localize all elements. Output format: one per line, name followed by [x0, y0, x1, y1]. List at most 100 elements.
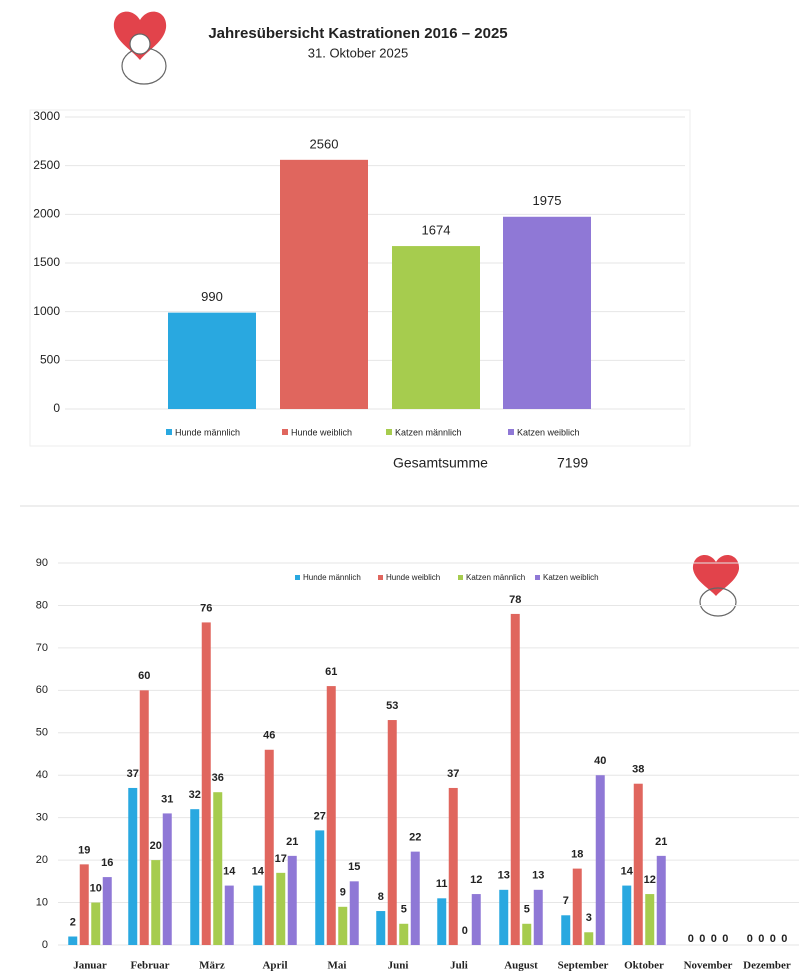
- legend-marker: [166, 429, 172, 435]
- logo: [692, 554, 740, 617]
- bar: [376, 911, 386, 945]
- chart-frame: [29, 109, 691, 447]
- bar: [280, 159, 368, 409]
- bar: [315, 830, 325, 945]
- bar: [399, 923, 409, 945]
- bar: [213, 792, 223, 945]
- x-tick-label: Dezember: [743, 960, 791, 972]
- bar: [349, 881, 359, 945]
- data-label: 21: [286, 836, 298, 848]
- data-label: 22: [409, 832, 421, 844]
- bar: [503, 216, 591, 409]
- bar: [437, 898, 447, 945]
- data-label: 2: [70, 916, 76, 928]
- legend-label: Katzen männlich: [395, 427, 462, 437]
- data-label: 31: [161, 793, 173, 805]
- data-label: 12: [470, 874, 482, 886]
- bar: [326, 686, 336, 945]
- x-tick-label: Juni: [388, 960, 409, 972]
- y-tick-label: 2000: [33, 207, 60, 221]
- data-label: 76: [200, 602, 212, 614]
- y-tick-label: 50: [36, 727, 48, 739]
- data-label: 0: [699, 933, 705, 945]
- subtitle: 31. Oktober 2025: [308, 45, 408, 60]
- data-label: 53: [386, 700, 398, 712]
- bar: [201, 622, 211, 945]
- data-label: 0: [711, 933, 717, 945]
- data-label: 21: [655, 836, 667, 848]
- bar: [190, 809, 200, 945]
- bar: [91, 902, 101, 945]
- data-label: 37: [127, 768, 139, 780]
- bar: [561, 915, 571, 945]
- legend-label: Hunde männlich: [175, 427, 240, 437]
- y-tick-label: 1500: [33, 255, 60, 269]
- bar: [128, 787, 138, 945]
- total-value: 7199: [557, 455, 588, 471]
- legend-marker: [508, 429, 514, 435]
- data-label: 16: [101, 857, 113, 869]
- data-label: 0: [722, 933, 728, 945]
- data-label: 1975: [533, 193, 562, 208]
- bar: [102, 877, 112, 945]
- bar: [448, 787, 458, 945]
- data-label: 13: [498, 870, 510, 882]
- bar: [287, 855, 297, 945]
- x-tick-label: August: [504, 960, 538, 972]
- bar: [68, 936, 78, 945]
- legend-marker: [535, 575, 540, 580]
- x-tick-label: April: [262, 960, 287, 972]
- bar: [410, 851, 420, 945]
- bar: [253, 885, 263, 945]
- bar: [139, 690, 149, 945]
- data-label: 13: [532, 870, 544, 882]
- y-tick-label: 80: [36, 599, 48, 611]
- x-tick-label: Mai: [328, 960, 347, 972]
- data-label: 10: [90, 882, 102, 894]
- data-label: 1674: [422, 223, 451, 238]
- data-label: 18: [571, 849, 583, 861]
- y-tick-label: 0: [53, 401, 60, 415]
- legend-label: Katzen weiblich: [517, 427, 580, 437]
- data-label: 2560: [310, 136, 339, 151]
- bar: [572, 868, 582, 945]
- data-label: 40: [594, 755, 606, 767]
- data-label: 60: [138, 670, 150, 682]
- data-label: 0: [758, 933, 764, 945]
- data-label: 0: [462, 925, 468, 937]
- x-tick-label: Oktober: [624, 960, 664, 972]
- bar: [595, 775, 605, 945]
- data-label: 61: [325, 666, 337, 678]
- data-label: 17: [275, 853, 287, 865]
- y-tick-label: 500: [40, 353, 60, 367]
- data-label: 9: [340, 887, 346, 899]
- data-label: 78: [509, 594, 521, 606]
- legend-label: Hunde weiblich: [291, 427, 352, 437]
- bar: [392, 246, 480, 409]
- data-label: 0: [747, 933, 753, 945]
- data-label: 37: [447, 768, 459, 780]
- bar: [168, 312, 256, 409]
- total-label: Gesamtsumme: [393, 455, 488, 471]
- data-label: 19: [78, 844, 90, 856]
- legend-label: Hunde männlich: [303, 573, 361, 582]
- legend-marker: [378, 575, 383, 580]
- data-label: 46: [263, 730, 275, 742]
- y-tick-label: 3000: [33, 109, 60, 123]
- data-label: 12: [644, 874, 656, 886]
- data-label: 36: [212, 772, 224, 784]
- legend-marker: [386, 429, 392, 435]
- legend-marker: [458, 575, 463, 580]
- data-label: 14: [621, 865, 634, 877]
- data-label: 14: [223, 865, 236, 877]
- bar: [622, 885, 632, 945]
- bar: [162, 813, 172, 945]
- data-label: 0: [781, 933, 787, 945]
- y-tick-label: 40: [36, 769, 48, 781]
- bar: [510, 613, 520, 945]
- bar: [645, 894, 655, 945]
- y-tick-label: 90: [36, 557, 48, 569]
- data-label: 11: [436, 878, 448, 890]
- x-tick-label: Juli: [450, 960, 468, 972]
